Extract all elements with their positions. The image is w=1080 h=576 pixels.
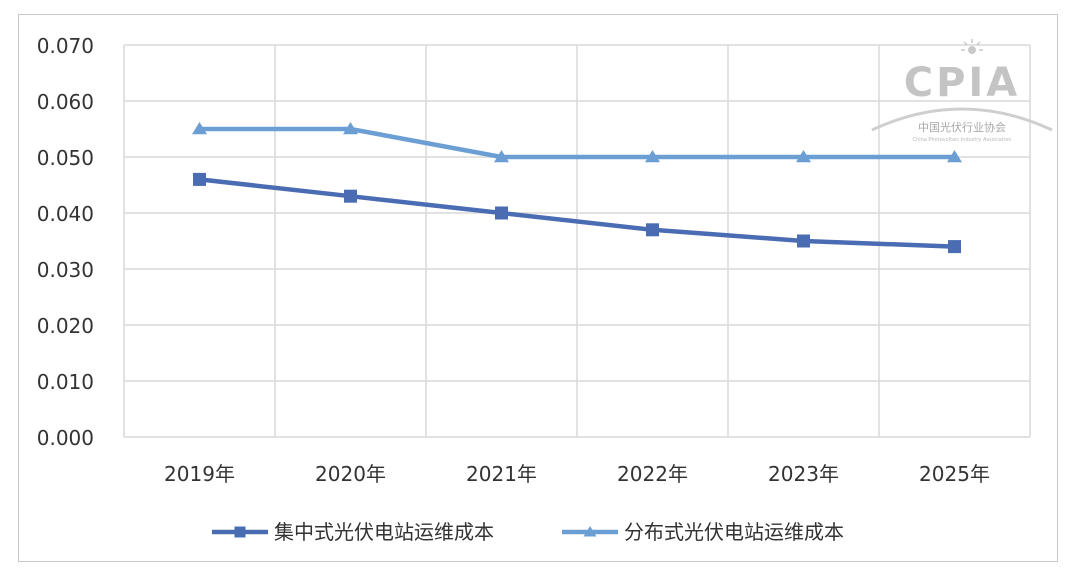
series-lines — [199, 126, 955, 249]
data-point-2 — [343, 121, 358, 135]
data-point-1 — [495, 206, 508, 220]
data-point-2 — [796, 149, 811, 163]
data-point-1 — [797, 234, 810, 248]
legend: 集中式光伏电站运维成本 分布式光伏电站运维成本 — [212, 520, 844, 544]
grid-lines — [123, 44, 1031, 438]
y-tick-label: 0.020 — [37, 314, 94, 338]
legend-marker-2 — [583, 526, 597, 537]
x-tick-label: 2020年 — [315, 462, 386, 486]
y-tick-label: 0.070 — [37, 34, 94, 58]
x-tick-label: 2022年 — [617, 462, 688, 486]
legend-label-2: 分布式光伏电站运维成本 — [624, 520, 844, 544]
y-tick-label: 0.060 — [37, 90, 94, 114]
cpia-org-name-en: China Photovoltaic Industry Association — [913, 137, 1012, 143]
legend-label-1: 集中式光伏电站运维成本 — [274, 520, 494, 544]
cpia-org-name: 中国光伏行业协会 — [918, 120, 1006, 134]
chart-frame — [18, 14, 1058, 562]
data-point-2 — [192, 121, 207, 135]
data-point-1 — [948, 240, 961, 254]
y-tick-label: 0.000 — [37, 426, 94, 450]
x-tick-label: 2019年 — [164, 462, 235, 486]
y-tick-label: 0.030 — [37, 258, 94, 282]
x-tick-label: 2023年 — [768, 462, 839, 486]
series-markers — [192, 121, 962, 254]
x-tick-label: 2025年 — [919, 462, 990, 486]
data-point-2 — [947, 149, 962, 163]
series-line-1 — [199, 177, 955, 249]
cpia-logo-text: CPIA — [904, 60, 1021, 106]
series-line-2 — [199, 126, 955, 160]
data-point-1 — [344, 189, 357, 203]
sun-icon — [961, 39, 983, 54]
legend-marker-1 — [234, 526, 246, 538]
y-tick-label: 0.040 — [37, 202, 94, 226]
data-point-2 — [494, 149, 509, 163]
data-point-1 — [193, 172, 206, 186]
data-point-1 — [646, 223, 659, 237]
y-tick-label: 0.010 — [37, 370, 94, 394]
x-tick-label: 2021年 — [466, 462, 537, 486]
y-tick-label: 0.050 — [37, 146, 94, 170]
cpia-watermark: CPIA 中国光伏行业协会 China Photovoltaic Industr… — [871, 39, 1053, 143]
data-point-2 — [645, 149, 660, 163]
x-axis: 2019年 2020年 2021年 2022年 2023年 2025年 — [164, 462, 990, 486]
y-axis: 0.000 0.010 0.020 0.030 0.040 0.050 0.060 0.070 — [37, 34, 94, 450]
logo-arc — [871, 107, 1053, 132]
